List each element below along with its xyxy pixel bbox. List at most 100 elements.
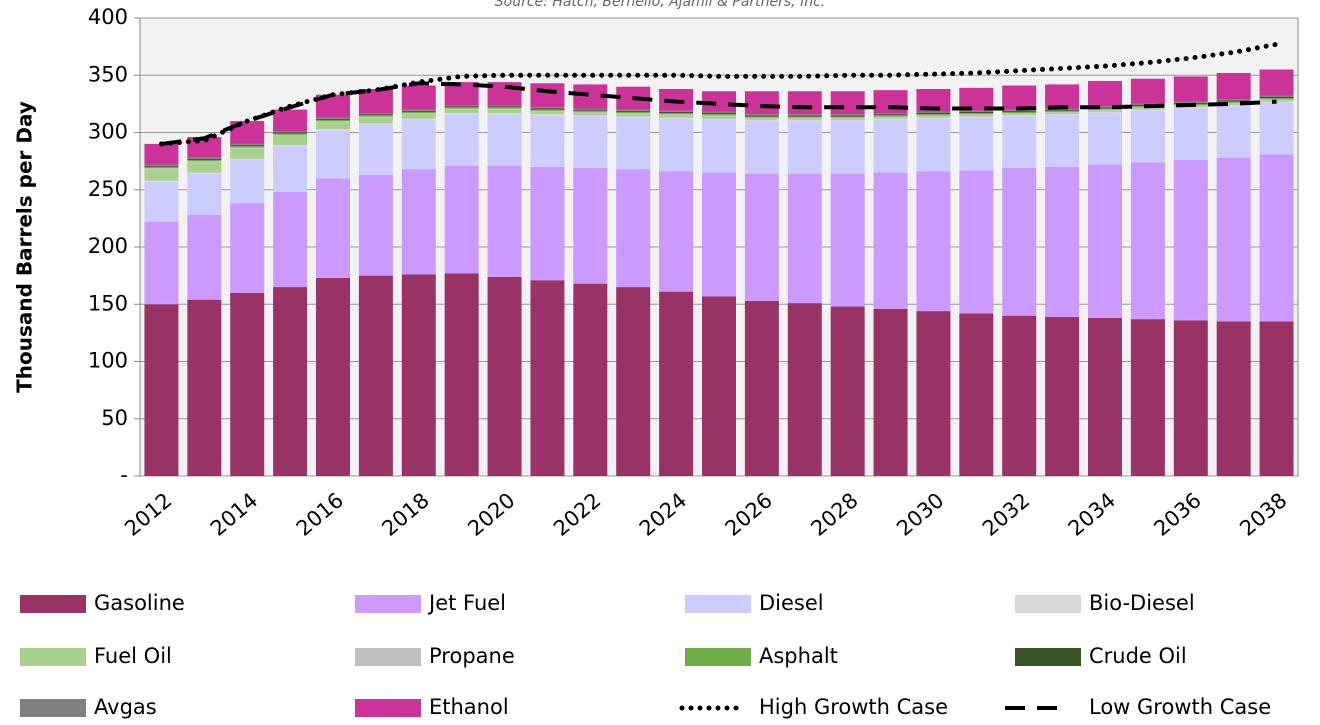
x-tick-label: 2012 — [120, 488, 176, 541]
bar-segment — [1002, 116, 1037, 168]
bar-segment — [916, 111, 951, 114]
bar-segment — [487, 165, 522, 277]
bar-segment — [144, 221, 179, 305]
bar-segment — [1259, 100, 1294, 102]
bar-segment — [1088, 107, 1122, 109]
bar-segment — [916, 115, 951, 117]
x-tick-label: 2034 — [1064, 488, 1120, 541]
bar-segment — [873, 119, 908, 173]
bar-segment — [1088, 164, 1122, 318]
bar-segment — [144, 304, 179, 476]
bar-segment — [1002, 114, 1037, 116]
bar-segment — [1216, 106, 1251, 158]
bar-segment — [916, 114, 951, 116]
bar-segment — [487, 108, 522, 110]
bar-segment — [1259, 99, 1294, 101]
bar-segment — [616, 111, 651, 114]
legend-swatch — [355, 595, 421, 613]
x-tick-label: 2036 — [1149, 488, 1205, 541]
bar-segment — [659, 291, 694, 476]
bar-segment — [787, 114, 822, 116]
bar-segment — [530, 110, 565, 112]
x-tick-label: 2018 — [377, 488, 433, 541]
bar-segment — [616, 109, 651, 111]
bar-segment — [873, 308, 908, 476]
bar-segment — [1088, 317, 1122, 476]
bar-segment — [830, 121, 865, 174]
bar-segment — [573, 113, 608, 116]
x-tick-label: 2026 — [721, 488, 777, 541]
bar-segment — [144, 167, 179, 170]
bar-segment — [444, 82, 479, 106]
bar-segment — [187, 158, 222, 160]
bar-segment — [830, 117, 865, 119]
y-tick-label: 250 — [88, 177, 128, 201]
bar-segment — [702, 296, 736, 476]
bar-segment — [787, 117, 822, 119]
bar-segment — [530, 107, 565, 109]
bar-segment — [1130, 109, 1165, 111]
bar-segment — [401, 114, 436, 119]
bar-segment — [401, 274, 436, 476]
bar-segment — [316, 122, 350, 130]
bar-segment — [1002, 315, 1037, 476]
bar-segment — [787, 303, 822, 476]
bar-segment — [744, 116, 779, 118]
bar-segment — [1002, 113, 1037, 115]
bar-segment — [1045, 316, 1080, 476]
bar-segment — [401, 109, 436, 111]
bar-segment — [1259, 97, 1294, 99]
bar-segment — [316, 178, 350, 278]
bar-segment — [873, 117, 908, 119]
x-tick-label: 2030 — [892, 488, 948, 541]
bar-segment — [144, 169, 179, 181]
legend-label: Fuel Oil — [94, 644, 172, 668]
bar-segment — [959, 113, 994, 115]
bar-segment — [873, 172, 908, 309]
bar-segment — [530, 108, 565, 110]
bar-segment — [573, 108, 608, 110]
bar-segment — [659, 113, 694, 115]
bar-segment — [1216, 102, 1251, 104]
bar-segment — [573, 110, 608, 112]
bar-segment — [1216, 100, 1251, 102]
bar-segment — [830, 116, 865, 118]
bar-segment — [1130, 78, 1165, 104]
bar-segment — [1088, 109, 1122, 111]
bar-segment — [1173, 76, 1208, 102]
bar-segment — [1088, 106, 1122, 108]
bar-segment — [787, 173, 822, 304]
bar-segment — [1002, 85, 1037, 110]
bar-segment — [873, 113, 908, 115]
bar-segment — [230, 159, 265, 204]
bar-segment — [659, 110, 694, 112]
bar-segment — [187, 157, 222, 159]
bar-segment — [616, 110, 651, 112]
bar-segment — [187, 159, 222, 162]
bar-segment — [744, 91, 779, 115]
bar-segment — [358, 124, 393, 175]
bar-segment — [702, 91, 736, 112]
bar-segment — [273, 133, 308, 135]
bar-segment — [916, 117, 951, 119]
bar-segment — [358, 174, 393, 276]
x-tick-label: 2038 — [1235, 488, 1291, 541]
bar-segment — [144, 143, 179, 165]
bar-segment — [787, 121, 822, 174]
bar-segment — [959, 116, 994, 118]
bar-segment — [144, 181, 179, 222]
bar-segment — [401, 110, 436, 112]
bar-segment — [1216, 157, 1251, 322]
bar-segment — [1045, 113, 1080, 115]
bar-segment — [1002, 167, 1037, 316]
x-tick-label: 2022 — [549, 488, 605, 541]
bar-segment — [1259, 95, 1294, 98]
legend-label: Jet Fuel — [427, 591, 506, 615]
bar-segment — [959, 115, 994, 117]
bar-segment — [273, 146, 308, 193]
bar-segment — [444, 109, 479, 114]
bar-segment — [1045, 84, 1080, 109]
x-tick-label: 2020 — [463, 488, 519, 541]
